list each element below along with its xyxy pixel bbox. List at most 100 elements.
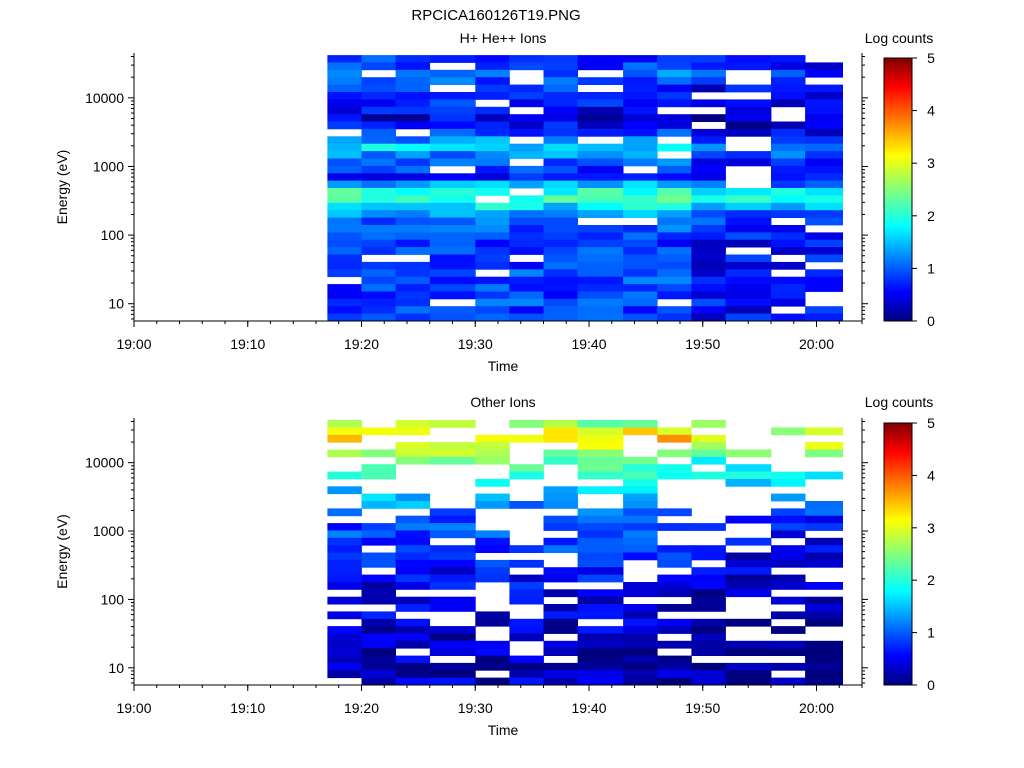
heatmap-cell	[623, 188, 658, 196]
heatmap-cell	[691, 114, 726, 122]
heatmap-cell	[475, 143, 510, 152]
heatmap-cell	[361, 106, 396, 115]
heatmap-cell	[623, 114, 658, 122]
heatmap-cell	[509, 128, 544, 137]
heatmap-cell	[577, 552, 624, 561]
heatmap-cell	[623, 269, 658, 278]
heatmap-cell	[577, 626, 624, 634]
heatmap-cell	[771, 202, 806, 211]
heatmap-cell	[725, 559, 772, 568]
heatmap-cell	[429, 55, 476, 63]
heatmap-cell	[771, 298, 806, 307]
heatmap-cell	[509, 291, 544, 300]
heatmap-cell	[361, 225, 396, 233]
heatmap-cell	[475, 618, 510, 627]
heatmap-cell	[327, 121, 362, 130]
heatmap-cell	[623, 210, 658, 218]
heatmap-cell	[543, 121, 578, 130]
heatmap-cell	[395, 173, 431, 182]
heatmap-cell	[623, 284, 658, 292]
heatmap-cell	[475, 298, 510, 307]
x-axis-label: Time	[488, 722, 519, 738]
x-tick-label: 19:30	[458, 336, 493, 352]
heatmap-cell	[543, 589, 578, 598]
heatmap-cell	[361, 471, 396, 480]
heatmap-cell	[543, 210, 578, 218]
heatmap-cell	[771, 291, 806, 300]
heatmap-cell	[543, 195, 578, 204]
heatmap-cell	[327, 202, 362, 211]
heatmap-cell	[805, 165, 843, 174]
heatmap-cell	[771, 596, 806, 605]
heatmap-cell	[429, 633, 476, 642]
heatmap-cell	[327, 611, 362, 620]
heatmap-cell	[509, 589, 544, 598]
heatmap-cell	[577, 523, 624, 531]
heatmap-cell	[691, 420, 726, 428]
heatmap-cell	[623, 298, 658, 307]
heatmap-cell	[327, 225, 362, 233]
heatmap-cell	[361, 596, 396, 605]
heatmap-cell	[429, 136, 476, 145]
heatmap-cell	[475, 559, 510, 568]
heatmap-cell	[361, 202, 396, 211]
heatmap-cell	[725, 449, 772, 458]
heatmap-cell	[543, 670, 578, 679]
heatmap-cell	[475, 77, 510, 85]
heatmap-cell	[543, 291, 578, 300]
heatmap-cell	[771, 69, 806, 78]
heatmap-cell	[657, 62, 692, 71]
heatmap-cell	[327, 261, 362, 270]
colorbar-label: Log counts	[865, 30, 934, 46]
heatmap-cell	[725, 62, 772, 71]
heatmap-cell	[577, 670, 624, 679]
heatmap-cell	[475, 173, 510, 182]
heatmap-cell	[361, 530, 396, 539]
heatmap-cell	[395, 276, 431, 285]
heatmap-cell	[429, 313, 476, 322]
panel-h-he-ions: 19:00 19:10 19:20 19:30 19:40 19:50 20:0010100…	[54, 30, 935, 374]
heatmap-cell	[805, 69, 843, 78]
heatmap-cell	[429, 151, 476, 159]
heatmap-cell	[475, 478, 510, 487]
heatmap-cell	[771, 180, 806, 189]
heatmap-cell	[657, 261, 692, 270]
heatmap-cell	[395, 99, 431, 108]
heatmap-cell	[691, 626, 726, 634]
heatmap-cell	[805, 158, 843, 167]
heatmap-cell	[691, 633, 726, 642]
heatmap-cell	[361, 232, 396, 241]
colorbar-tick-label: 4	[927, 467, 935, 483]
heatmap-cell	[543, 180, 578, 189]
heatmap-cell	[771, 225, 806, 233]
heatmap-cell	[475, 276, 510, 285]
heatmap-cell	[725, 313, 772, 322]
heatmap-cell	[327, 180, 362, 189]
heatmap-cell	[771, 545, 806, 553]
heatmap-cell	[577, 77, 624, 85]
heatmap-cell	[771, 478, 806, 487]
heatmap-cell	[475, 92, 510, 100]
x-tick-label: 19:20	[344, 336, 379, 352]
heatmap-cell	[623, 640, 658, 649]
heatmap-cell	[657, 655, 692, 664]
heatmap-cell	[475, 456, 510, 465]
heatmap-cell	[577, 114, 624, 122]
heatmap-cell	[725, 99, 772, 108]
heatmap-cell	[429, 508, 476, 517]
heatmap-cell	[691, 217, 726, 226]
heatmap-cell	[509, 464, 544, 472]
heatmap-cell	[805, 136, 843, 145]
heatmap-cell	[361, 128, 396, 137]
heatmap-cell	[543, 173, 578, 182]
heatmap-cell	[361, 655, 396, 664]
heatmap-cell	[577, 449, 624, 458]
heatmap-cell	[657, 225, 692, 233]
heatmap-cell	[543, 434, 578, 443]
heatmap-cell	[475, 640, 510, 649]
heatmap-cell	[577, 298, 624, 307]
heatmap-cell	[361, 247, 396, 255]
heatmap-cell	[691, 55, 726, 63]
heatmap-cell	[327, 633, 362, 642]
heatmap-cell	[725, 195, 772, 204]
